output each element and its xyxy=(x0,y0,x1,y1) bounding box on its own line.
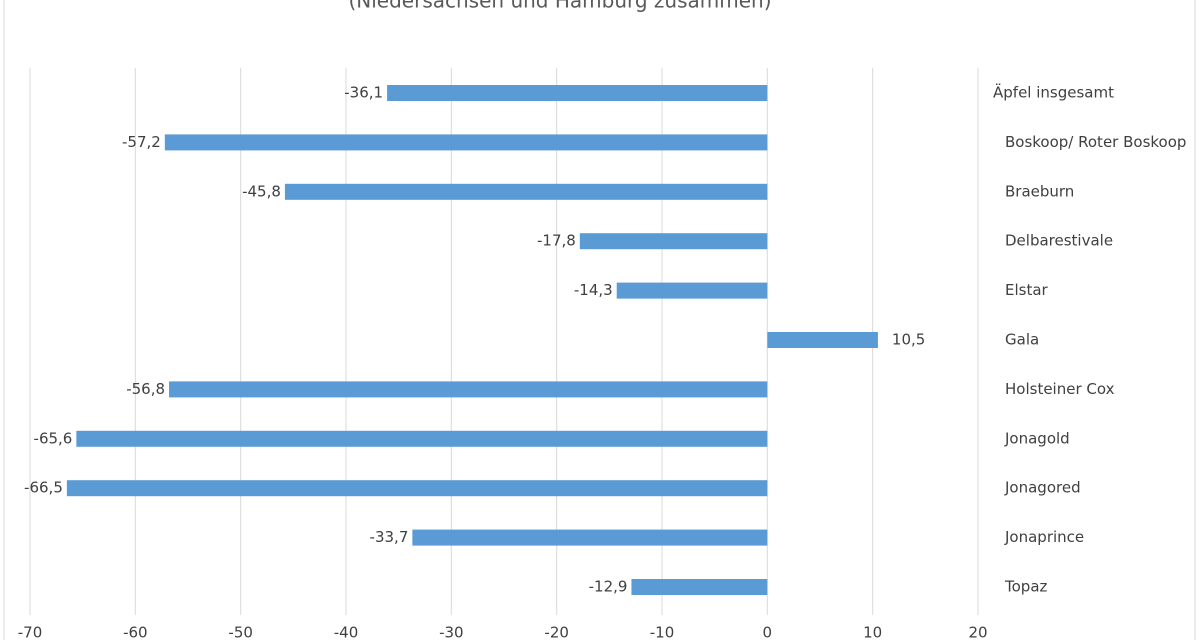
category-label: Boskoop/ Roter Boskoop xyxy=(1005,133,1186,151)
bar xyxy=(387,85,768,101)
value-label: -36,1 xyxy=(344,84,383,102)
x-tick-label: -70 xyxy=(18,624,43,640)
value-label: -33,7 xyxy=(370,528,409,546)
category-label: Jonagold xyxy=(1004,429,1070,447)
bar xyxy=(164,134,768,151)
x-tick-label: 0 xyxy=(763,624,773,640)
bar xyxy=(76,430,768,447)
category-label: Topaz xyxy=(1004,578,1048,596)
category-label: Braeburn xyxy=(1005,182,1074,200)
category-label: Elstar xyxy=(1005,281,1049,299)
x-tick-label: -30 xyxy=(439,624,464,640)
value-label: -66,5 xyxy=(24,479,63,497)
category-label: Äpfel insgesamt xyxy=(993,83,1114,102)
value-label: -56,8 xyxy=(126,380,165,398)
category-label: Gala xyxy=(1005,331,1039,349)
x-tick-label: 10 xyxy=(863,624,882,640)
x-tick-label: 20 xyxy=(968,624,987,640)
bar xyxy=(66,480,768,497)
value-label: -45,8 xyxy=(242,182,281,200)
category-label: Holsteiner Cox xyxy=(1005,380,1115,398)
x-tick-label: -10 xyxy=(650,624,675,640)
value-label: 10,5 xyxy=(892,331,925,349)
chart-frame xyxy=(3,0,1196,640)
category-label: Jonaprince xyxy=(1004,528,1084,546)
bar xyxy=(631,579,768,595)
bar xyxy=(412,529,768,546)
bar xyxy=(579,233,768,250)
x-tick-label: -40 xyxy=(334,624,359,640)
value-label: -65,6 xyxy=(34,429,73,447)
bar xyxy=(169,381,768,398)
chart-subtitle: (Niedersachsen und Hamburg zusammen) xyxy=(348,0,771,13)
bar xyxy=(767,332,878,348)
category-label: Delbarestivale xyxy=(1005,232,1113,250)
value-label: -57,2 xyxy=(122,133,161,151)
x-tick-label: -50 xyxy=(228,624,253,640)
bar xyxy=(284,183,768,200)
value-label: -17,8 xyxy=(537,232,576,250)
bar xyxy=(616,282,768,299)
x-tick-label: -60 xyxy=(123,624,148,640)
category-label: Jonagored xyxy=(1004,479,1081,497)
value-label: -14,3 xyxy=(574,281,613,299)
x-tick-label: -20 xyxy=(544,624,569,640)
value-label: -12,9 xyxy=(589,578,628,596)
